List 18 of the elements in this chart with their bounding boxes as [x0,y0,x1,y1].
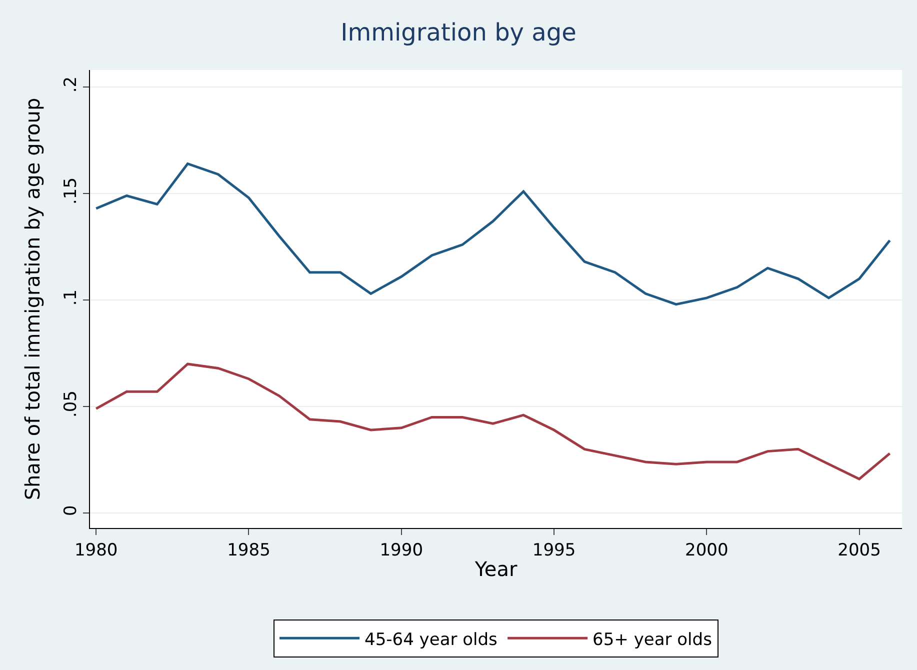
x-tick-label: 2000 [684,540,728,560]
x-tick-label: 1990 [380,540,424,560]
x-tick-label: 1985 [227,540,270,560]
y-tick-label: .1 [61,289,82,306]
y-tick-label: .2 [61,76,82,93]
chart-title: Immigration by age [340,18,576,46]
x-axis-title: Year [474,556,518,581]
x-tick-label: 1995 [532,540,576,560]
x-tick-label: 2005 [838,540,881,560]
legend-label: 65+ year olds [592,630,712,650]
line-series [94,162,892,306]
y-axis-title: Share of total immigration by age group [20,98,45,500]
line-series [94,362,892,480]
y-tick-label: .05 [61,390,82,418]
legend-label: 45-64 year olds [364,630,498,650]
y-tick-label: .15 [61,177,82,205]
y-tick-label: 0 [61,505,82,516]
x-tick-label: 1980 [74,540,118,560]
